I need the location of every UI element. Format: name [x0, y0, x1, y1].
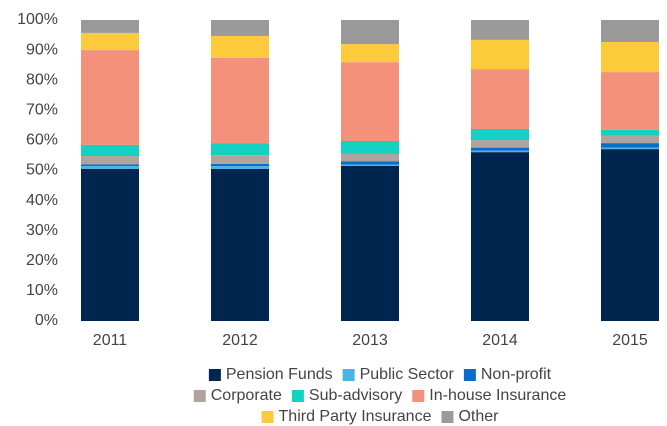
- y-tick-label: 90%: [26, 41, 58, 58]
- bar-segment: [81, 144, 139, 157]
- bar-segment: [601, 20, 659, 42]
- bar-segment: [211, 165, 269, 169]
- bar-segment: [341, 62, 399, 142]
- bar-segment: [471, 150, 529, 153]
- bar-segment: [81, 50, 139, 145]
- bar-segment: [211, 20, 269, 36]
- bar-segment: [601, 129, 659, 136]
- y-tick-label: 60%: [26, 132, 58, 149]
- x-tick-label: 2013: [352, 332, 388, 349]
- bar-segment: [211, 57, 269, 144]
- bar-segment: [81, 32, 139, 51]
- legend-label: Pension Funds: [226, 366, 333, 383]
- legend-swatch: [193, 390, 206, 402]
- legend-swatch: [342, 369, 355, 381]
- legend-label: In-house Insurance: [429, 387, 566, 404]
- legend-swatch: [463, 369, 476, 381]
- bar-segment: [601, 41, 659, 73]
- bar-segment: [341, 44, 399, 63]
- bar-segment: [211, 35, 269, 58]
- legend-swatch: [412, 390, 425, 402]
- y-tick-label: 0%: [35, 312, 58, 329]
- bar-segment: [601, 143, 659, 148]
- bar-segment: [471, 128, 529, 141]
- bar-segment: [341, 161, 399, 165]
- bar-segment: [211, 143, 269, 156]
- y-tick-label: 20%: [26, 252, 58, 269]
- bar-segment: [341, 153, 399, 162]
- bar-segment: [211, 163, 269, 166]
- legend-label: Sub-advisory: [309, 387, 402, 404]
- legend-swatch: [441, 411, 454, 423]
- bar-segment: [81, 20, 139, 33]
- y-tick-label: 100%: [17, 11, 58, 28]
- bar-segment: [341, 165, 399, 321]
- bar-segment: [341, 164, 399, 166]
- bar-segment: [601, 147, 659, 150]
- x-tick-label: 2011: [93, 332, 128, 349]
- bar-segment: [471, 140, 529, 148]
- bar-segment: [471, 152, 529, 321]
- bar-segment: [81, 164, 139, 166]
- legend-label: Corporate: [211, 387, 282, 404]
- bar-segment: [601, 135, 659, 144]
- y-tick-label: 80%: [26, 71, 58, 88]
- x-tick-label: 2012: [222, 332, 258, 349]
- legend-swatch: [208, 369, 221, 381]
- y-tick-label: 40%: [26, 192, 58, 209]
- bar-segment: [341, 20, 399, 45]
- bar-segment: [471, 69, 529, 129]
- legend-swatch: [291, 390, 304, 402]
- x-tick-label: 2015: [612, 332, 648, 349]
- x-tick-label: 2014: [482, 332, 518, 349]
- bar-segment: [81, 156, 139, 165]
- legend-label: Public Sector: [360, 366, 455, 383]
- bar-segment: [601, 149, 659, 321]
- bar-segment: [81, 165, 139, 169]
- bar-segment: [601, 72, 659, 130]
- legend-label: Third Party Insurance: [279, 408, 432, 425]
- legend-label: Other: [458, 408, 499, 425]
- legend-swatch: [261, 411, 274, 423]
- bar-segment: [471, 39, 529, 70]
- y-tick-label: 30%: [26, 222, 58, 239]
- y-tick-label: 10%: [26, 282, 58, 299]
- y-tick-label: 70%: [26, 102, 58, 119]
- bar-segment: [341, 141, 399, 154]
- bar-segment: [471, 20, 529, 40]
- bar-segment: [81, 168, 139, 321]
- legend-label: Non-profit: [481, 366, 552, 383]
- bar-segment: [211, 168, 269, 321]
- bar-segment: [471, 147, 529, 151]
- y-tick-label: 50%: [26, 162, 58, 179]
- bar-segment: [211, 155, 269, 164]
